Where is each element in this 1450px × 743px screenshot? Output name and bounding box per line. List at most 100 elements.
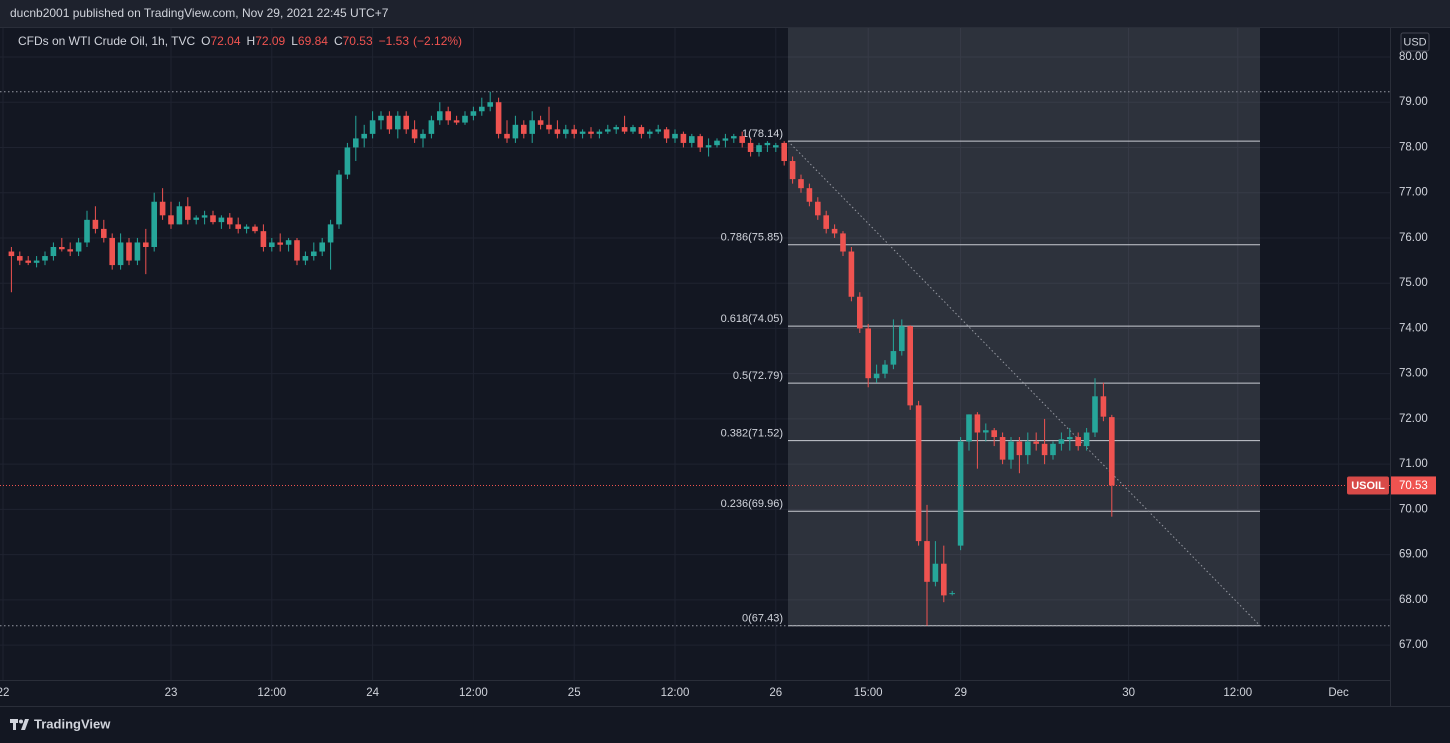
fib-label: 0.618(74.05)	[721, 313, 783, 325]
candle-body	[857, 296, 863, 329]
fib-zone	[788, 28, 1260, 626]
candle-body	[512, 124, 519, 139]
candle-body	[747, 142, 754, 152]
candle-body	[1050, 443, 1056, 456]
candle-body	[445, 111, 451, 121]
candle-body	[697, 136, 703, 148]
open-value: 72.04	[211, 34, 241, 48]
candle-body	[126, 242, 132, 261]
change: −1.53	[379, 34, 410, 48]
candle-body	[991, 430, 997, 438]
candle-body	[596, 131, 603, 134]
candle-body	[537, 120, 544, 125]
x-tick-label: 12:00	[459, 687, 488, 699]
candle-body	[437, 111, 443, 121]
candle-body	[294, 240, 300, 261]
legend-header: CFDs on WTI Crude Oil, 1h, TVC O72.04 H72.…	[18, 34, 462, 48]
candle-body	[353, 138, 359, 148]
axes: 80.00 79.00 78.00 77.00 76.00 75.00 74.00 73.00…	[0, 51, 1428, 699]
y-tick-label: 68.00	[1399, 594, 1428, 606]
fib-label: 0.5(72.79)	[733, 370, 783, 382]
y-tick-label: 72.00	[1399, 413, 1428, 425]
symbol-tag-label: USOIL	[1351, 480, 1385, 492]
low-value: 69.84	[298, 34, 328, 48]
candle-body	[210, 215, 216, 223]
close-label: C	[334, 34, 343, 48]
candle-body	[605, 129, 611, 132]
candle-body	[924, 541, 930, 582]
candle-body	[1033, 441, 1039, 444]
candle-body	[109, 237, 115, 266]
candle-body	[134, 242, 141, 261]
candle-body	[470, 111, 477, 116]
candle-body	[117, 242, 124, 266]
candle-body	[789, 161, 796, 180]
candle-body	[369, 120, 376, 134]
candle-body	[764, 142, 771, 146]
x-tick-label: 22	[0, 687, 9, 699]
fib-trend	[787, 140, 1261, 627]
candle-body	[277, 242, 283, 245]
candle-body	[815, 201, 821, 216]
y-tick-label: 67.00	[1399, 639, 1428, 651]
candle-body	[941, 563, 947, 596]
candle-body	[571, 129, 577, 134]
candle-body	[1067, 437, 1073, 440]
candle-body	[201, 215, 208, 218]
candle-body	[403, 115, 409, 130]
candle-body	[546, 124, 552, 130]
high-label: H	[247, 34, 256, 48]
candle-body	[185, 206, 191, 220]
candle-body	[336, 174, 342, 225]
top-bar	[0, 0, 1450, 27]
candle-body	[722, 138, 729, 141]
change-percent: (−2.12%)	[413, 34, 462, 48]
y-tick-label: 76.00	[1399, 232, 1428, 244]
candle-body	[344, 147, 351, 175]
brand-logo	[10, 719, 29, 730]
candle-body	[907, 326, 913, 406]
x-tick-label: 24	[366, 687, 379, 699]
candle-body	[983, 430, 989, 433]
candle-body	[411, 129, 418, 139]
candle-body	[806, 188, 813, 202]
y-tick-label: 71.00	[1399, 458, 1428, 470]
candle-body	[647, 131, 653, 134]
currency: USD	[1403, 36, 1426, 48]
grid	[0, 28, 1390, 680]
candle-body	[1008, 441, 1014, 460]
candle-body	[949, 593, 955, 595]
candle-body	[739, 136, 745, 143]
candle-body	[495, 102, 502, 134]
candle-body	[705, 145, 712, 148]
x-tick-label: 26	[769, 687, 782, 699]
x-tick-label: 12:00	[257, 687, 286, 699]
candle-body	[756, 145, 762, 152]
candle-body	[890, 351, 897, 365]
candle-body	[386, 115, 393, 130]
candle-body	[966, 414, 972, 442]
candle-body	[579, 131, 586, 134]
x-tick-label: 12:00	[1223, 687, 1252, 699]
candle-body	[269, 242, 275, 247]
candle-body	[453, 120, 460, 123]
candle-body	[84, 219, 90, 243]
candle-body	[168, 215, 174, 225]
brand: TradingView	[34, 716, 111, 731]
fib-label: 0.236(69.96)	[721, 498, 783, 510]
y-tick-label: 70.00	[1399, 503, 1428, 515]
x-tick-label: 25	[568, 687, 581, 699]
candle-body	[33, 260, 40, 263]
candle-body	[50, 246, 57, 257]
candle-body	[521, 124, 527, 134]
price-tag-label: 70.53	[1399, 480, 1428, 492]
x-tick-label: 15:00	[854, 687, 883, 699]
candle-body	[680, 133, 687, 143]
fib-label: 0.382(71.52)	[721, 428, 783, 440]
candle-body	[75, 242, 82, 252]
y-tick-label: 80.00	[1399, 51, 1428, 63]
candle-body	[932, 563, 939, 582]
